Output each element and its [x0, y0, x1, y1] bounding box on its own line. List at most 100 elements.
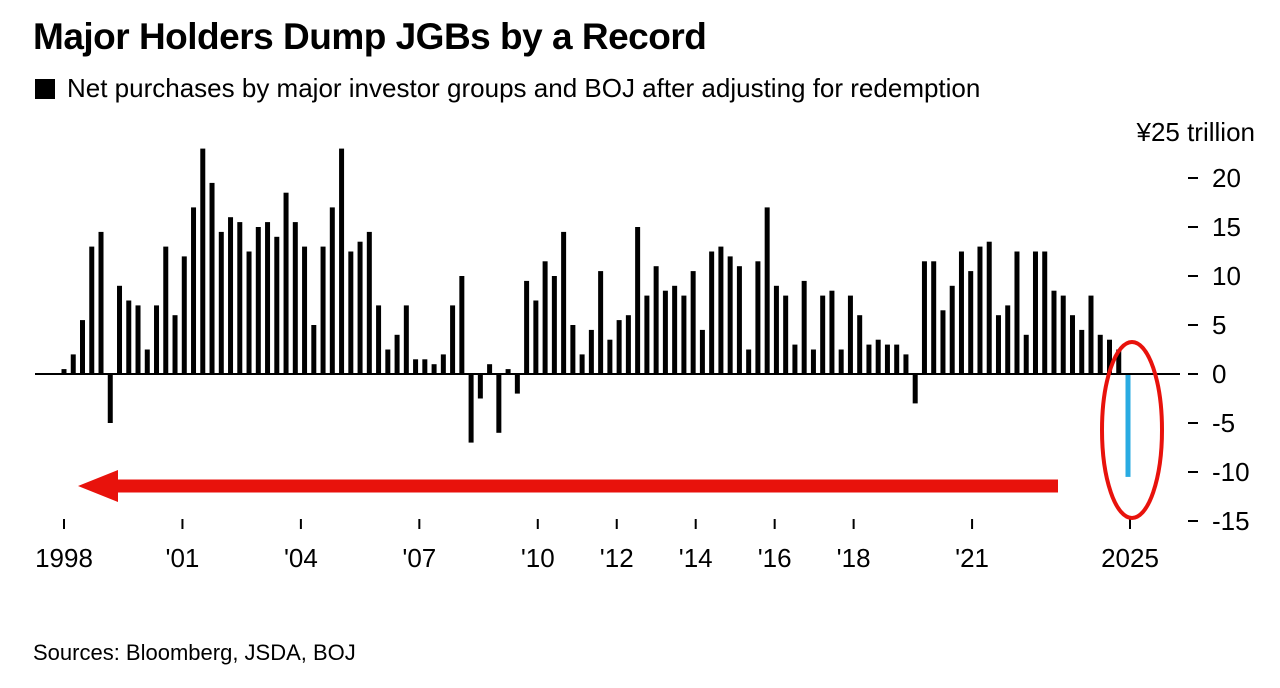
- x-tick-label: '04: [284, 543, 318, 573]
- bar: [949, 285, 955, 374]
- bar: [505, 369, 511, 374]
- bar: [107, 374, 113, 423]
- bar: [468, 374, 474, 443]
- bar: [635, 227, 641, 374]
- y-tick-label: 15: [1212, 212, 1241, 242]
- bar: [690, 271, 696, 374]
- annotation-ellipse: [1100, 340, 1164, 520]
- bar: [598, 271, 604, 374]
- bar: [1088, 295, 1094, 374]
- source-note: Sources: Bloomberg, JSDA, BOJ: [33, 640, 356, 665]
- bar: [61, 369, 67, 374]
- legend: Net purchases by major investor groups a…: [35, 73, 980, 104]
- bar: [968, 271, 974, 374]
- chart-title: Major Holders Dump JGBs by a Record: [33, 16, 707, 57]
- bar: [255, 227, 261, 374]
- bar: [422, 359, 428, 374]
- bar: [80, 320, 85, 374]
- y-tick-label: 10: [1212, 261, 1241, 291]
- bar: [995, 315, 1001, 374]
- x-tick-label: '01: [165, 543, 199, 573]
- bar: [755, 261, 761, 374]
- bar: [283, 192, 289, 374]
- bar: [163, 246, 169, 374]
- bar: [903, 354, 909, 374]
- bar: [274, 236, 280, 374]
- bar: [413, 359, 419, 374]
- bar: [1032, 251, 1038, 374]
- bar: [912, 374, 918, 404]
- x-tick-label: '16: [758, 543, 792, 573]
- bar: [977, 246, 983, 374]
- bar: [542, 261, 548, 374]
- bar: [588, 329, 594, 374]
- x-tick-label: '10: [521, 543, 555, 573]
- bar: [561, 231, 567, 374]
- bar: [265, 222, 271, 374]
- bar: [524, 280, 530, 374]
- bar: [746, 349, 752, 374]
- bar: [366, 231, 372, 374]
- bar: [736, 266, 742, 374]
- bar: [958, 251, 964, 374]
- x-tick-label: '14: [679, 543, 713, 573]
- bar: [514, 374, 520, 394]
- bar: [477, 374, 483, 399]
- bar: [857, 315, 863, 374]
- y-tick-label: -15: [1212, 506, 1250, 536]
- y-tick-label: -10: [1212, 457, 1250, 487]
- bar: [302, 246, 308, 374]
- bar: [1069, 315, 1075, 374]
- x-tick-label: '07: [402, 543, 436, 573]
- bar: [820, 295, 826, 374]
- bar: [709, 251, 715, 374]
- bar: [228, 217, 234, 374]
- bar: [1079, 329, 1085, 374]
- bar: [727, 256, 733, 374]
- bar: [154, 305, 160, 374]
- bar: [459, 276, 465, 374]
- bar: [376, 305, 382, 374]
- bar: [1097, 334, 1103, 374]
- bar: [783, 295, 789, 374]
- x-tick-label: 1998: [35, 543, 93, 573]
- bar-highlight: [1125, 374, 1131, 477]
- bar: [246, 251, 252, 374]
- bar: [625, 315, 631, 374]
- bar: [320, 246, 326, 374]
- bar: [533, 300, 539, 374]
- bar: [98, 231, 104, 374]
- bar: [699, 329, 705, 374]
- bar: [662, 290, 668, 374]
- bar: [385, 349, 391, 374]
- bar: [329, 207, 335, 374]
- bar: [89, 246, 95, 374]
- legend-swatch: [35, 78, 55, 99]
- y-tick-label: 20: [1212, 163, 1241, 193]
- bar: [940, 310, 946, 374]
- bar: [1107, 339, 1112, 374]
- bar: [496, 374, 502, 433]
- x-tick-label: '18: [837, 543, 871, 573]
- y-tick-label: 0: [1212, 359, 1226, 389]
- bar: [718, 246, 724, 374]
- bar: [1116, 349, 1122, 374]
- bar: [403, 305, 409, 374]
- bar: [653, 266, 659, 374]
- bar: [237, 222, 243, 374]
- y-tick-label: 5: [1212, 310, 1226, 340]
- bar: [810, 349, 816, 374]
- bar: [191, 207, 197, 374]
- x-tick-label: '12: [600, 543, 634, 573]
- bar: [1051, 290, 1057, 374]
- bar: [431, 364, 437, 374]
- y-tick-label: -5: [1212, 408, 1235, 438]
- bar: [579, 354, 585, 374]
- bar: [450, 305, 456, 374]
- bar: [348, 251, 354, 374]
- bar: [181, 256, 187, 374]
- bar: [764, 207, 770, 374]
- bar: [986, 241, 992, 374]
- bar: [135, 305, 141, 374]
